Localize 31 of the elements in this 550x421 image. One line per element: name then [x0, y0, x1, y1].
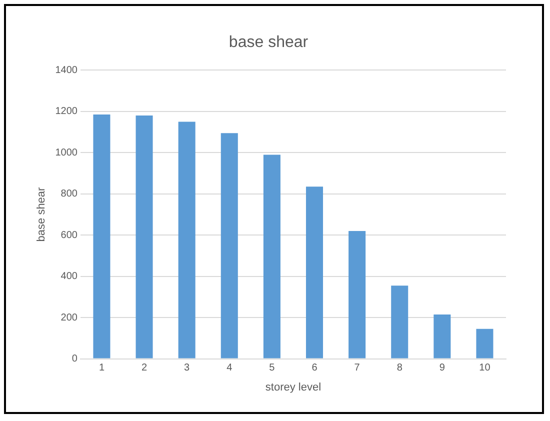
- bar: [178, 122, 196, 358]
- bar: [263, 154, 280, 358]
- chart-title: base shear: [228, 34, 309, 52]
- x-tick-label: 1: [98, 362, 105, 374]
- y-tick-label: 0: [72, 354, 78, 365]
- x-tick-label: 7: [354, 362, 360, 374]
- y-axis-title: base shear: [36, 186, 48, 242]
- x-tick-label: 4: [226, 362, 233, 374]
- x-tick-label: 5: [269, 362, 276, 374]
- x-tick-label: 3: [184, 362, 190, 374]
- y-tick-label: 1000: [55, 147, 78, 158]
- bar: [348, 230, 366, 358]
- bar: [136, 116, 153, 358]
- bar: [434, 314, 451, 358]
- bar: [93, 114, 110, 358]
- y-tick-label: 400: [60, 271, 78, 282]
- y-tick-label: 1200: [55, 106, 78, 118]
- y-tick-label: 200: [60, 312, 78, 324]
- x-tick-label: 9: [439, 362, 446, 374]
- bar: [476, 328, 494, 358]
- bar: [306, 186, 324, 358]
- x-tick-label: 10: [479, 362, 491, 374]
- bar: [220, 133, 238, 358]
- y-tick-label: 1400: [55, 64, 78, 76]
- y-tick-label: 600: [60, 230, 78, 241]
- x-axis-title: storey level: [265, 381, 322, 394]
- x-tick-label: 8: [396, 362, 403, 374]
- x-tick-label: 2: [142, 362, 148, 374]
- y-tick-label: 800: [60, 188, 78, 200]
- bar: [391, 286, 408, 358]
- x-tick-label: 6: [312, 362, 318, 374]
